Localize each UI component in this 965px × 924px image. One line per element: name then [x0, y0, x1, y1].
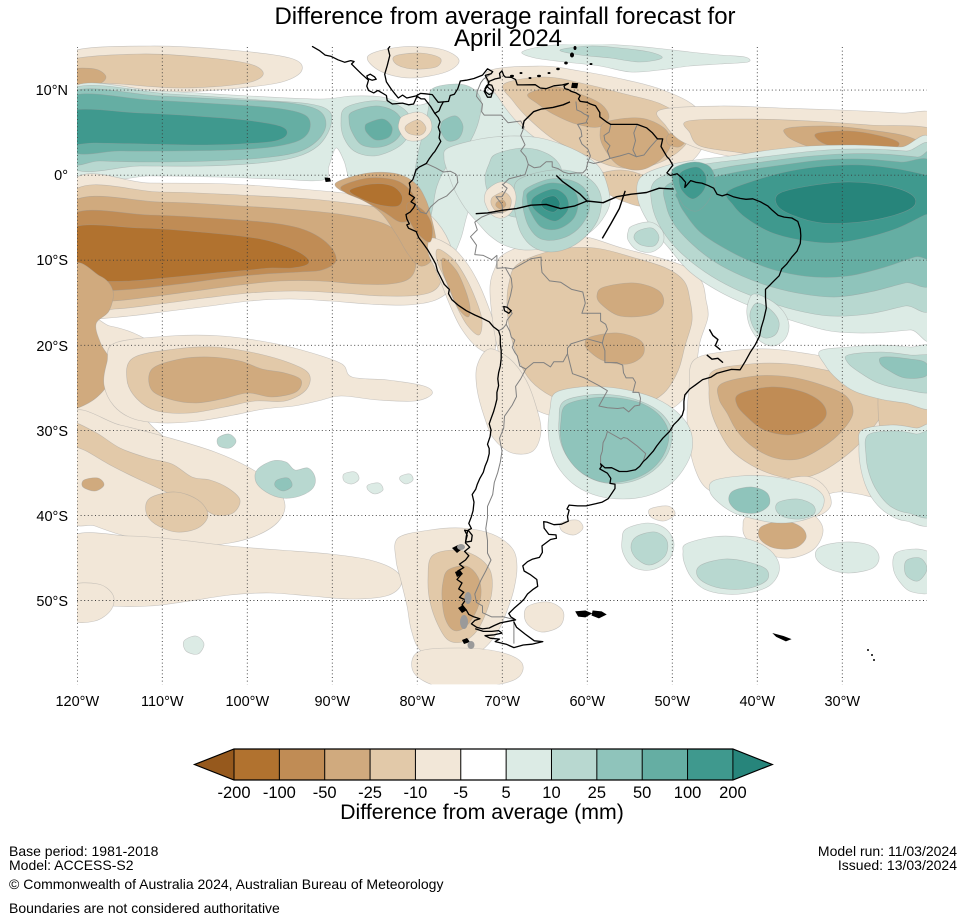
svg-text:120°W: 120°W — [55, 694, 99, 710]
svg-text:40°W: 40°W — [739, 694, 775, 710]
svg-text:-5: -5 — [453, 784, 468, 802]
svg-text:Model: ACCESS-S2: Model: ACCESS-S2 — [9, 857, 134, 873]
svg-text:50°S: 50°S — [36, 594, 68, 610]
svg-text:20°S: 20°S — [36, 339, 68, 355]
svg-text:Boundaries are not considered: Boundaries are not considered authoritat… — [9, 900, 280, 916]
svg-text:10: 10 — [542, 784, 560, 802]
svg-text:-100: -100 — [263, 784, 296, 802]
svg-text:-25: -25 — [358, 784, 382, 802]
svg-text:Issued: 13/03/2024: Issued: 13/03/2024 — [838, 857, 957, 873]
svg-text:10°S: 10°S — [36, 253, 68, 269]
svg-text:25: 25 — [588, 784, 606, 802]
svg-text:30°S: 30°S — [36, 424, 68, 440]
svg-text:5: 5 — [502, 784, 511, 802]
svg-text:60°W: 60°W — [569, 694, 605, 710]
svg-text:90°W: 90°W — [314, 694, 350, 710]
svg-text:50°W: 50°W — [654, 694, 690, 710]
svg-text:50: 50 — [633, 784, 651, 802]
svg-text:10°N: 10°N — [36, 83, 68, 99]
svg-text:-50: -50 — [313, 784, 337, 802]
svg-text:-10: -10 — [403, 784, 427, 802]
svg-text:30°W: 30°W — [824, 694, 860, 710]
svg-text:Difference from average (mm): Difference from average (mm) — [340, 800, 624, 824]
svg-text:200: 200 — [719, 784, 747, 802]
svg-text:100°W: 100°W — [225, 694, 269, 710]
svg-text:70°W: 70°W — [484, 694, 520, 710]
svg-text:April 2024: April 2024 — [454, 25, 562, 52]
svg-text:110°W: 110°W — [141, 694, 184, 710]
svg-text:80°W: 80°W — [399, 694, 435, 710]
svg-text:Base period: 1981-2018: Base period: 1981-2018 — [9, 843, 159, 859]
svg-text:Difference from average rainfa: Difference from average rainfall forecas… — [274, 3, 735, 30]
svg-text:0°: 0° — [54, 168, 68, 184]
svg-text:© Commonwealth of Australia 20: © Commonwealth of Australia 2024, Austra… — [9, 876, 443, 892]
svg-text:-200: -200 — [217, 784, 250, 802]
svg-text:100: 100 — [674, 784, 702, 802]
svg-text:40°S: 40°S — [36, 509, 68, 525]
svg-text:Model run: 11/03/2024: Model run: 11/03/2024 — [818, 843, 957, 859]
